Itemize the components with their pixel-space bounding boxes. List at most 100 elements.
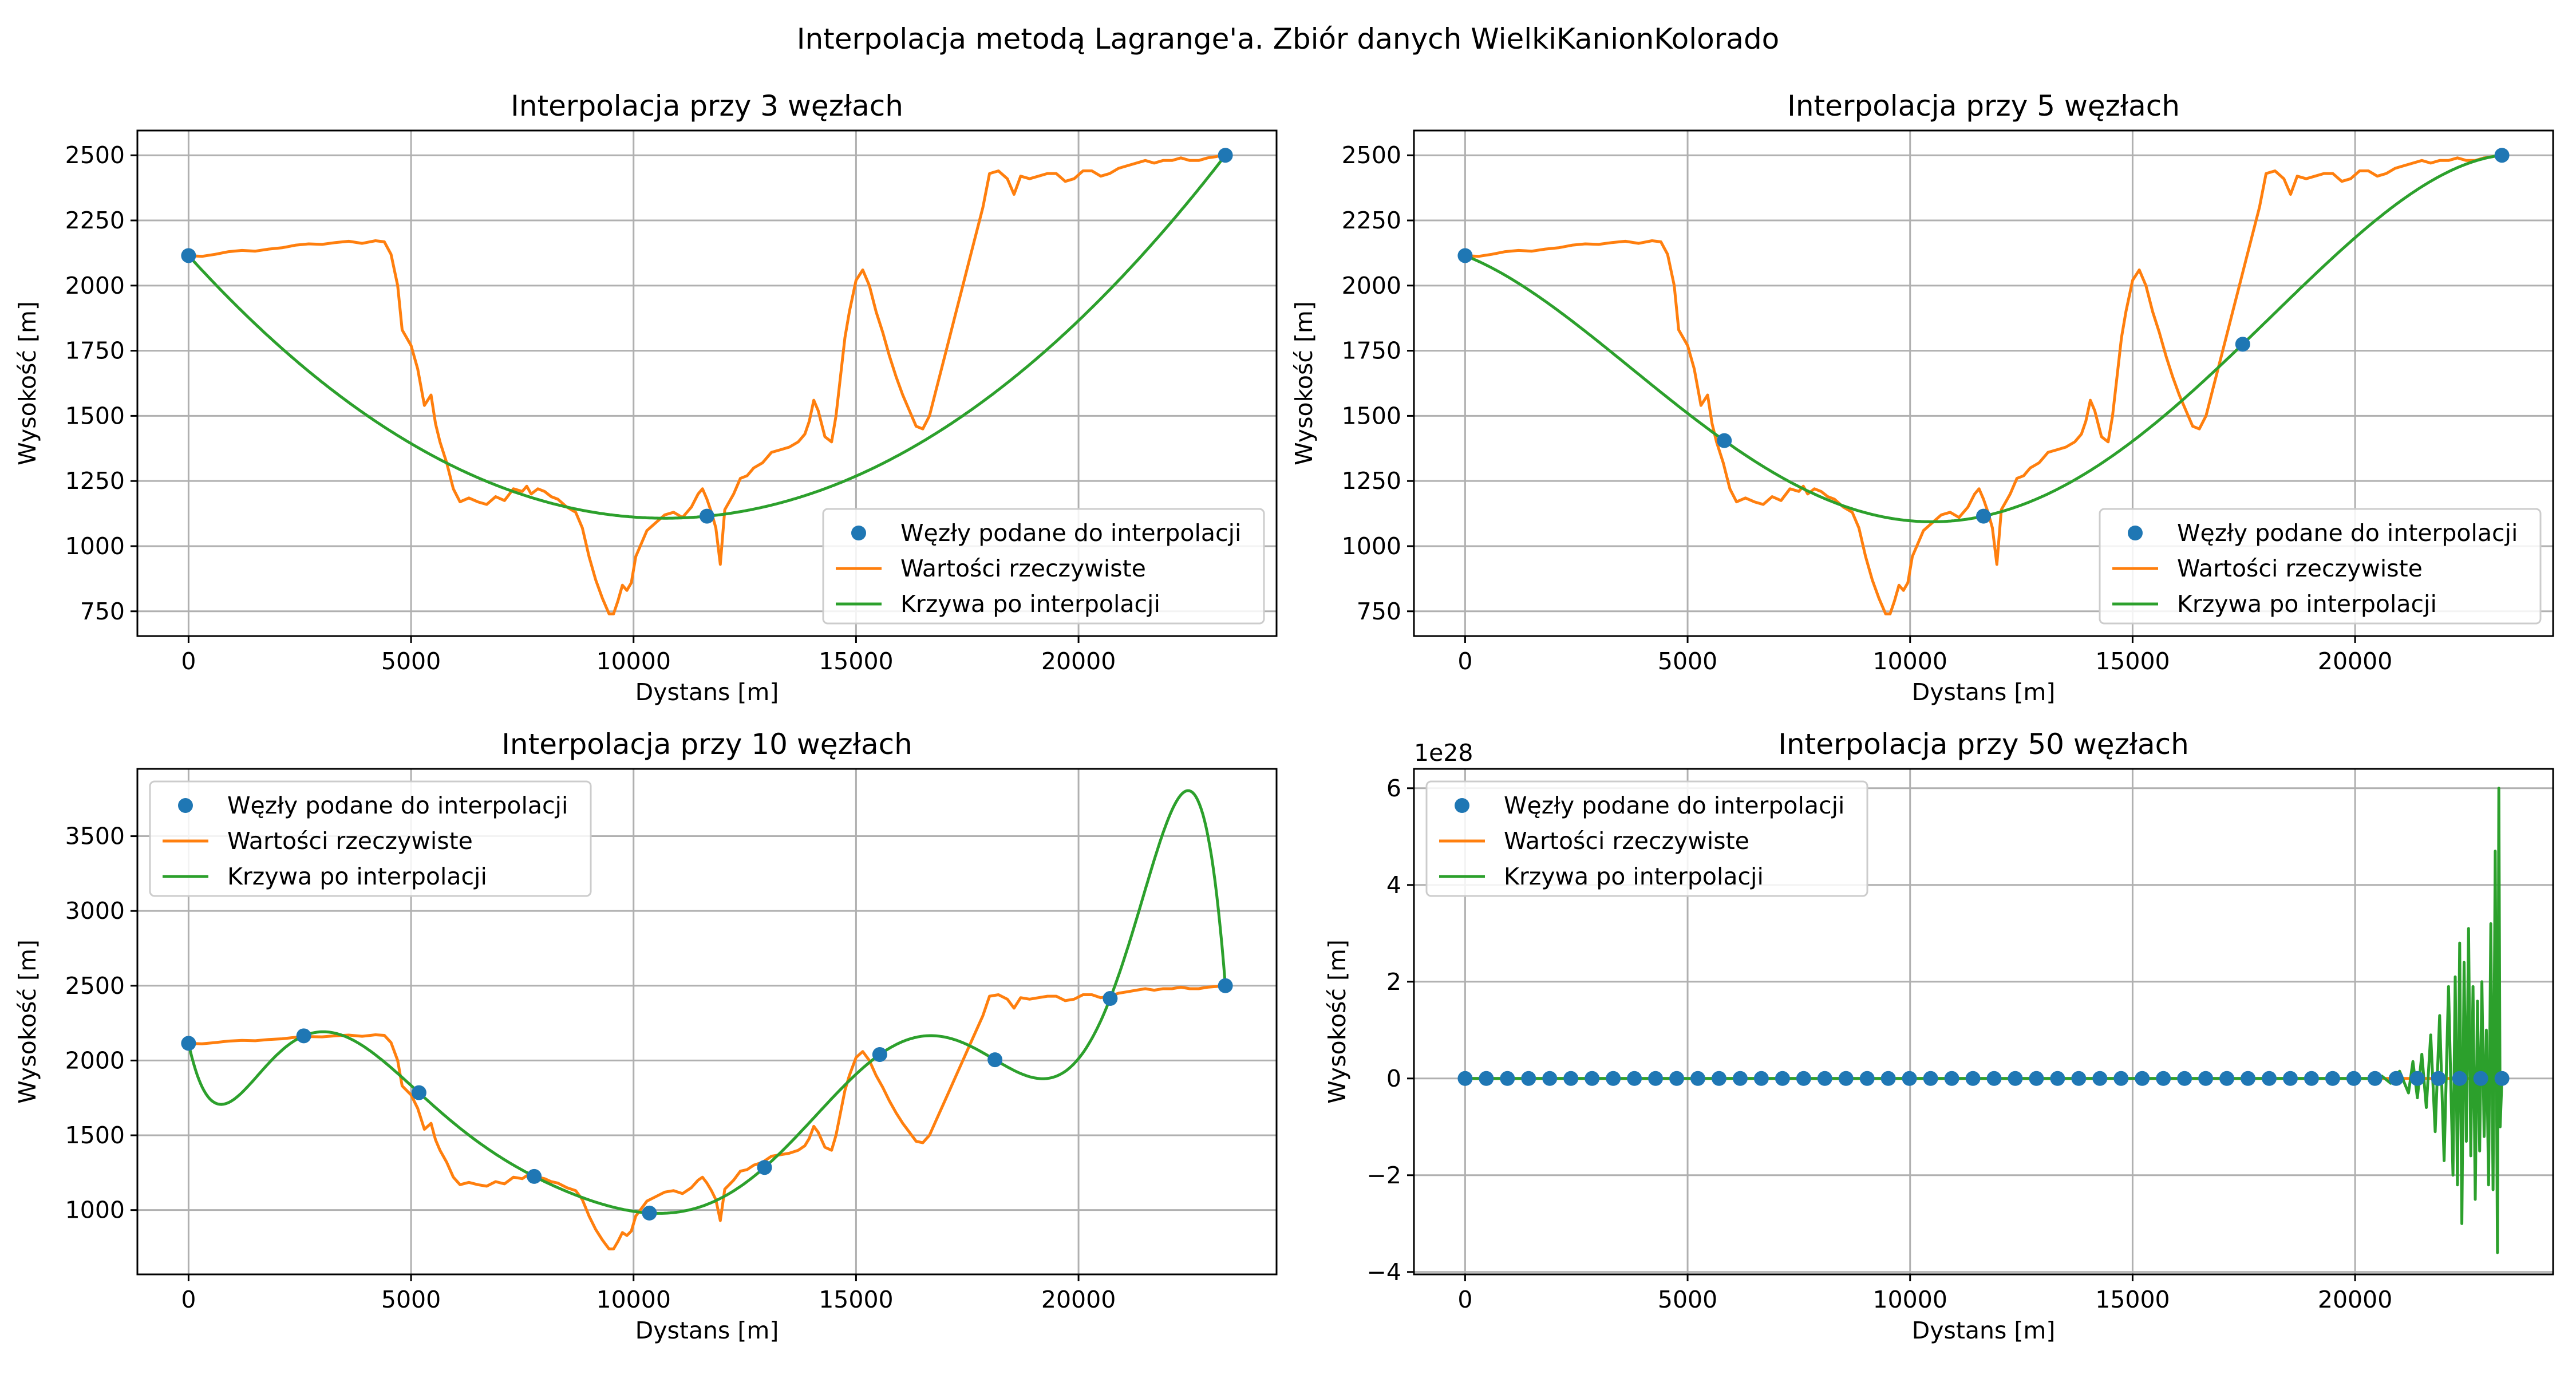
x-axis-label: Dystans [m] [1912, 1317, 2056, 1344]
x-tick-label: 15000 [819, 647, 893, 675]
y-tick-label: −4 [1367, 1258, 1401, 1286]
y-tick-label: 0 [1386, 1065, 1401, 1092]
node-marker [2092, 1071, 2108, 1086]
y-tick-label: 2000 [1342, 272, 1401, 299]
plot-area [181, 789, 1233, 1251]
node-marker [1796, 1071, 1811, 1086]
x-tick-label: 0 [1457, 647, 1472, 675]
legend-label: Krzywa po interpolacji [227, 863, 487, 890]
x-tick-label: 5000 [1658, 647, 1717, 675]
y-tick-label: 2250 [1342, 207, 1401, 234]
node-marker [2388, 1071, 2404, 1086]
node-marker [1542, 1071, 1558, 1086]
y-tick-label: 1500 [65, 1122, 125, 1149]
node-marker [2177, 1071, 2192, 1086]
y-tick-label: 2250 [65, 207, 125, 234]
x-tick-label: 20000 [1041, 647, 1116, 675]
x-tick-label: 15000 [819, 1286, 893, 1313]
node-marker [1965, 1071, 1981, 1086]
y-tick-label: 2000 [65, 272, 125, 299]
node-marker [1627, 1071, 1642, 1086]
x-tick-label: 5000 [381, 1286, 441, 1313]
node-marker [2494, 1071, 2510, 1086]
node-marker [1902, 1071, 1917, 1086]
node-marker [1606, 1071, 1621, 1086]
node-marker [1986, 1071, 2002, 1086]
x-tick-label: 20000 [1041, 1286, 1116, 1313]
node-marker [1585, 1071, 1600, 1086]
legend-frame [2099, 508, 2542, 625]
node-marker [2050, 1071, 2065, 1086]
legend-label: Węzły podane do interpolacji [227, 792, 568, 819]
y-axis-label: Wysokość [m] [1323, 939, 1351, 1104]
legend: Węzły podane do interpolacji Wartości rze… [149, 780, 592, 897]
node-marker [2494, 148, 2510, 163]
node-marker [2409, 1071, 2425, 1086]
node-marker [2071, 1071, 2087, 1086]
x-tick-label: 5000 [381, 647, 441, 675]
y-tick-label: −2 [1367, 1162, 1401, 1189]
node-marker [2325, 1071, 2340, 1086]
node-marker [2452, 1071, 2467, 1086]
y-offset-label: 1e28 [1414, 739, 1473, 767]
node-marker [987, 1052, 1003, 1068]
series-real-values-line [188, 984, 1226, 1251]
y-tick-label: 2500 [1342, 141, 1401, 169]
y-tick-label: 2500 [65, 972, 125, 1000]
y-tick-label: 3500 [65, 823, 125, 850]
plot-area [181, 148, 1233, 615]
node-marker [2029, 1071, 2044, 1086]
legend-label: Wartości rzeczywiste [227, 827, 473, 855]
legend-label: Krzywa po interpolacji [2177, 590, 2437, 618]
x-tick-label: 10000 [1873, 647, 1947, 675]
legend-marker-nodes [1455, 798, 1469, 813]
x-tick-label: 0 [181, 1286, 196, 1313]
node-marker [1923, 1071, 1938, 1086]
plot-area [1457, 787, 2510, 1254]
node-marker [1817, 1071, 1832, 1086]
y-tick-label: 1000 [1342, 532, 1401, 560]
y-tick-label: 3000 [65, 897, 125, 925]
node-marker [2304, 1071, 2319, 1086]
x-tick-label: 0 [181, 647, 196, 675]
node-marker [2431, 1071, 2446, 1086]
legend-marker-nodes [178, 798, 193, 813]
series-interpolation-curve [1464, 153, 2502, 523]
y-tick-label: 1000 [65, 1197, 125, 1224]
node-marker [1648, 1071, 1664, 1086]
subplot-2: 0 5000 10000 15000 20000 750 1000 1250 1500 1750 2… [1290, 89, 2554, 706]
node-marker [1690, 1071, 1705, 1086]
y-tick-label: 4 [1386, 871, 1401, 899]
node-marker [1563, 1071, 1579, 1086]
node-marker [2473, 1071, 2488, 1086]
legend-frame [822, 508, 1265, 625]
axes-frame [136, 129, 1278, 637]
node-marker [1944, 1071, 1959, 1086]
node-marker [1711, 1071, 1726, 1086]
legend-label: Krzywa po interpolacji [1504, 863, 1764, 890]
legend-label: Węzły podane do interpolacji [1504, 792, 1844, 819]
node-marker [1457, 248, 1473, 263]
legend: Węzły podane do interpolacji Wartości rze… [1425, 780, 1868, 897]
node-marker [1669, 1071, 1685, 1086]
x-tick-label: 15000 [2095, 1286, 2170, 1313]
node-marker [2156, 1071, 2171, 1086]
legend-label: Wartości rzeczywiste [2177, 555, 2423, 582]
y-tick-label: 2000 [65, 1047, 125, 1074]
x-tick-label: 10000 [596, 647, 671, 675]
legend-marker-nodes [851, 526, 866, 540]
x-axis-label: Dystans [m] [635, 1317, 779, 1344]
legend-label: Wartości rzeczywiste [1504, 827, 1749, 855]
legend-label: Wartości rzeczywiste [900, 555, 1146, 582]
node-marker [1521, 1071, 1536, 1086]
node-marker [757, 1160, 772, 1175]
axes-frame [1413, 129, 2554, 637]
axes-frame [136, 768, 1278, 1276]
x-axis-label: Dystans [m] [1912, 678, 2056, 706]
node-marker [2008, 1071, 2023, 1086]
subplot-title: Interpolacja przy 10 węzłach [501, 728, 912, 761]
subplot-4: 0 5000 10000 15000 20000 −4 −2 0 2 4 6 Interpolacja… [1323, 728, 2554, 1344]
node-marker [1859, 1071, 1875, 1086]
node-marker [1838, 1071, 1854, 1086]
